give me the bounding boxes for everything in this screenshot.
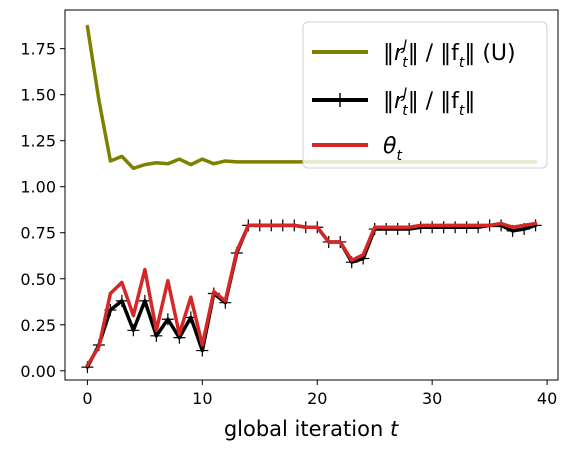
- series-point-marker: [426, 221, 439, 234]
- x-tick-label: 40: [537, 389, 557, 408]
- legend-label-2: θt: [383, 134, 402, 164]
- series-point-marker: [391, 223, 404, 236]
- legend-text-sub: t: [459, 103, 465, 119]
- series-point-marker: [437, 221, 450, 234]
- y-tick-label: 0.50: [20, 270, 56, 289]
- plot-frame: [64, 9, 559, 381]
- y-tick-label: 1.50: [20, 86, 56, 105]
- x-tick-label: 20: [307, 389, 327, 408]
- series-line-1: [85, 223, 538, 369]
- series-point-marker: [161, 313, 174, 326]
- legend-text-sup: J: [400, 38, 407, 54]
- legend-text-sub: t: [402, 55, 408, 71]
- legend-text-main: θ: [383, 134, 397, 159]
- x-axis-title: global iteration t: [224, 417, 399, 441]
- legend-marker: [333, 93, 347, 107]
- legend-label-1: ‖rJ t‖ / ‖ft‖: [383, 86, 475, 119]
- y-tick-label: 0.00: [20, 362, 56, 381]
- legend-text-sub: t: [402, 103, 408, 119]
- legend-text-main: ‖: [464, 89, 475, 114]
- x-axis-title-var: t: [390, 417, 399, 441]
- series-line-2: [85, 221, 538, 368]
- series-point-marker: [127, 324, 140, 337]
- x-tick-label: 10: [192, 389, 212, 408]
- x-axis-title-text: global iteration: [224, 417, 383, 441]
- y-tick-label: 0.25: [20, 316, 56, 335]
- legend-text-main: ‖ (U): [464, 41, 515, 66]
- y-tick-label: 1.75: [20, 40, 56, 59]
- legend-label-0: ‖rJ t‖ / ‖ft‖ (U): [383, 38, 516, 71]
- legend-text-main: ‖r: [383, 89, 405, 114]
- plot-area: [64, 9, 559, 381]
- legend-box: [302, 21, 548, 169]
- x-tick-label: 30: [422, 389, 442, 408]
- series-point-marker: [460, 221, 473, 234]
- legend-text-sub: t: [459, 55, 465, 71]
- series-point-marker: [138, 294, 151, 307]
- series-point-marker: [115, 294, 128, 307]
- legend-text-sub: t: [396, 148, 402, 164]
- legend: ‖rJ t‖ / ‖ft‖ (U)‖rJ t‖ / ‖ft‖θt: [302, 21, 548, 169]
- legend-text-main: ‖ / ‖f: [408, 41, 460, 66]
- y-tick-label: 0.75: [20, 224, 56, 243]
- y-tick-label: 1.00: [20, 178, 56, 197]
- series-point-marker: [449, 221, 462, 234]
- series-point-marker: [472, 221, 485, 234]
- legend-text-main: ‖r: [383, 41, 405, 66]
- legend-text-main: ‖ / ‖f: [408, 89, 460, 114]
- y-tick-label: 1.25: [20, 132, 56, 151]
- series-point-marker: [403, 223, 416, 236]
- legend-text-sup: J: [400, 86, 407, 102]
- x-tick-label: 0: [82, 389, 92, 408]
- series-point-marker: [380, 223, 393, 236]
- ticks-layer: 0 10 20 30 40 0.00 0.25 0.50 0.75 1.00 1.25 1.50 1.7…: [20, 40, 557, 408]
